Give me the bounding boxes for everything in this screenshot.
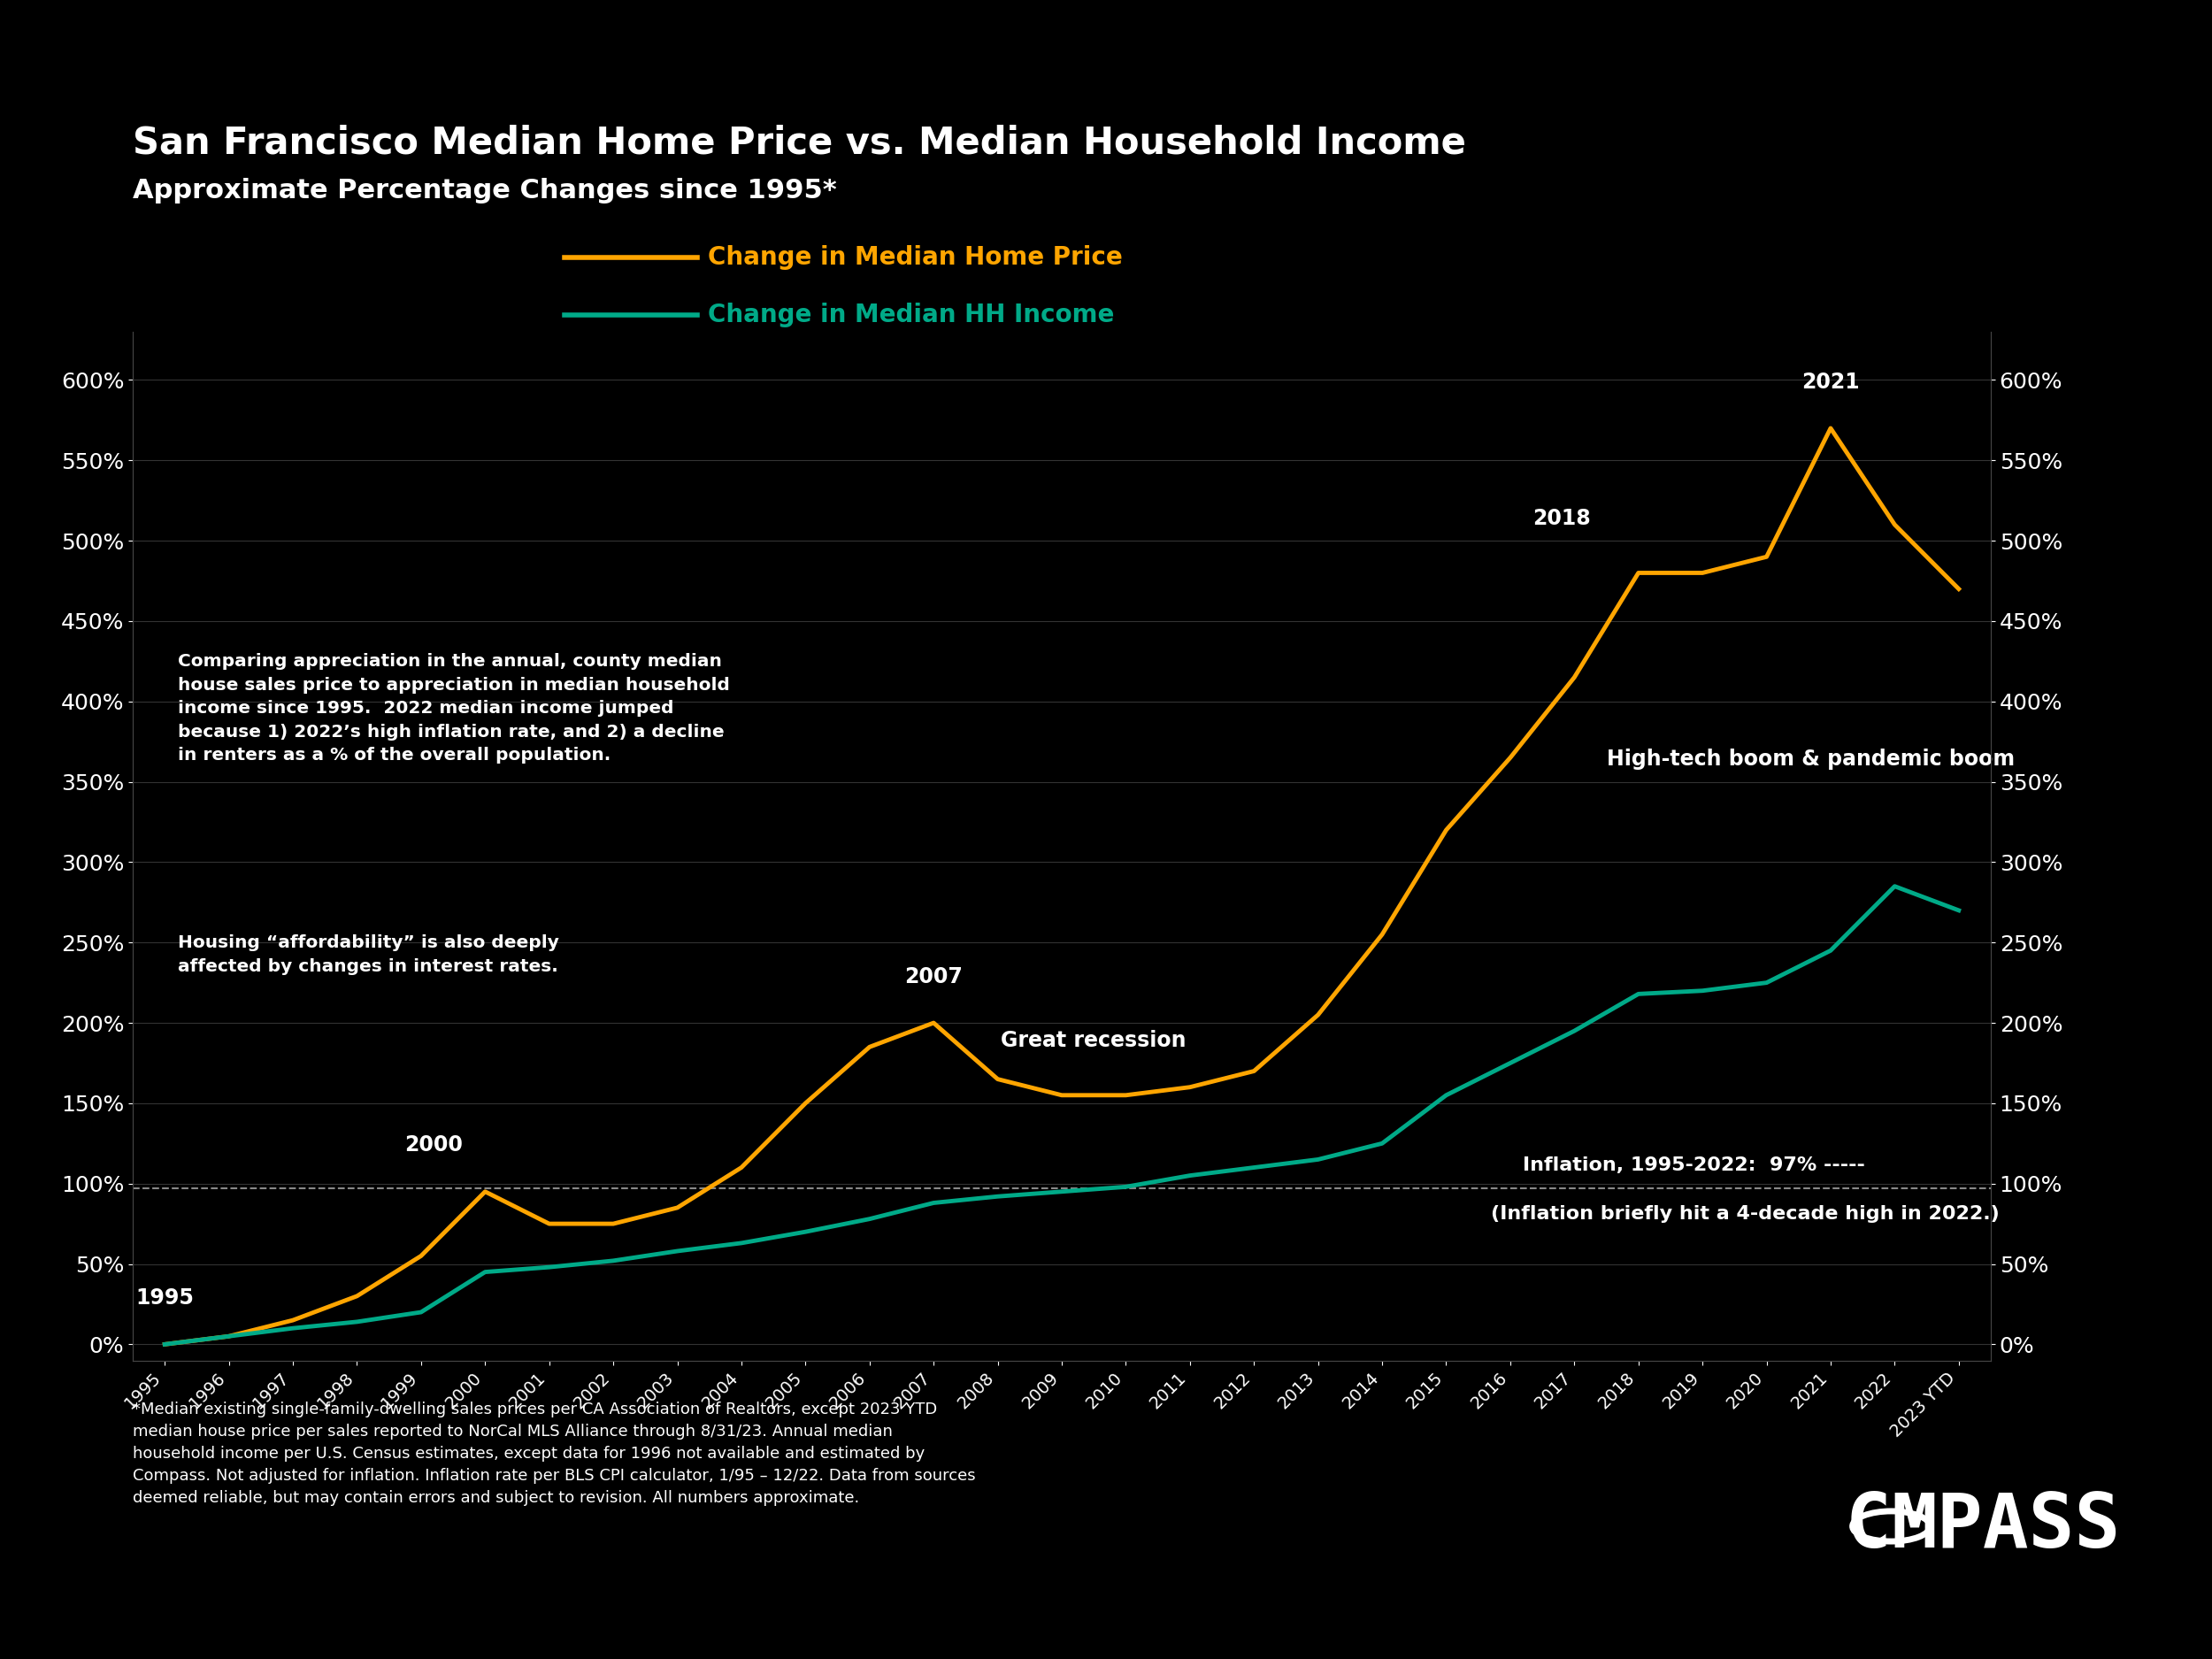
Text: Housing “affordability” is also deeply
affected by changes in interest rates.: Housing “affordability” is also deeply a… bbox=[177, 934, 560, 975]
Text: 2007: 2007 bbox=[905, 966, 962, 987]
Text: 2021: 2021 bbox=[1801, 372, 1860, 393]
Text: 2018: 2018 bbox=[1533, 508, 1590, 529]
Text: San Francisco Median Home Price vs. Median Household Income: San Francisco Median Home Price vs. Medi… bbox=[133, 124, 1467, 161]
Text: Change in Median Home Price: Change in Median Home Price bbox=[708, 246, 1124, 269]
Circle shape bbox=[1867, 1516, 1916, 1536]
Text: Great recession: Great recession bbox=[1002, 1030, 1186, 1052]
Text: Comparing appreciation in the annual, county median
house sales price to appreci: Comparing appreciation in the annual, co… bbox=[177, 654, 730, 763]
Text: (Inflation briefly hit a 4-decade high in 2022.): (Inflation briefly hit a 4-decade high i… bbox=[1491, 1204, 2000, 1223]
Text: *Median existing single-family-dwelling sales prices per CA Association of Realt: *Median existing single-family-dwelling … bbox=[133, 1402, 975, 1506]
Text: Change in Median HH Income: Change in Median HH Income bbox=[708, 304, 1115, 327]
Text: High-tech boom & pandemic boom: High-tech boom & pandemic boom bbox=[1606, 748, 2015, 770]
Text: C: C bbox=[1845, 1490, 1891, 1563]
Text: MPASS: MPASS bbox=[1891, 1490, 2121, 1563]
Text: 1995: 1995 bbox=[135, 1287, 195, 1309]
Text: 2000: 2000 bbox=[405, 1135, 462, 1156]
Text: Inflation, 1995-2022:  97% -----: Inflation, 1995-2022: 97% ----- bbox=[1524, 1156, 1865, 1175]
Text: Approximate Percentage Changes since 1995*: Approximate Percentage Changes since 199… bbox=[133, 178, 836, 202]
